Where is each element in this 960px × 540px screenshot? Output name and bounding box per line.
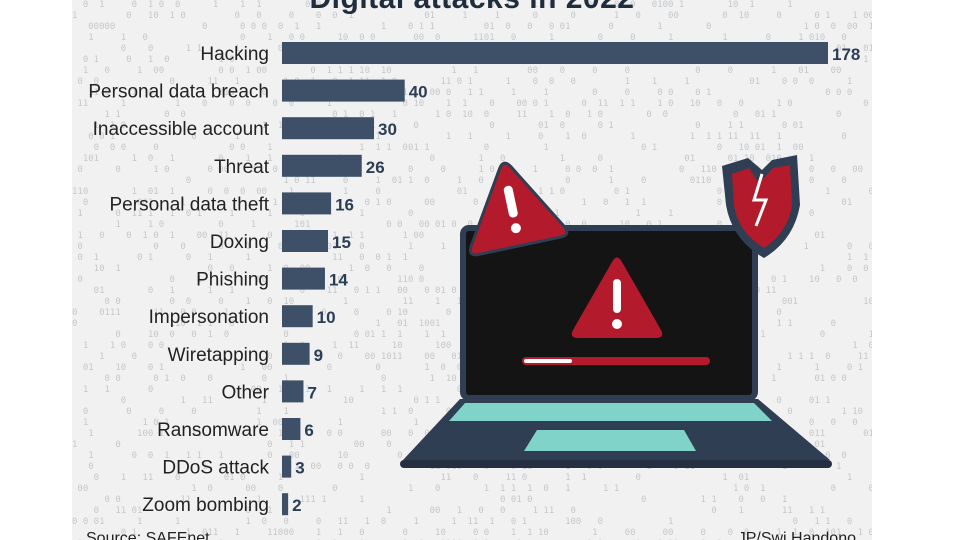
progress-fill [524, 359, 572, 363]
bar [282, 342, 310, 365]
bar [282, 380, 304, 403]
category-label: DDoS attack [162, 458, 269, 479]
category-label: Personal data theft [110, 194, 270, 215]
category-label: Ransomware [157, 420, 269, 441]
bar [282, 455, 292, 478]
category-label: Personal data breach [88, 82, 269, 103]
category-label: Doxing [210, 232, 269, 253]
category-label: Threat [214, 157, 270, 178]
credit-note: JP/Swi Handono [737, 530, 856, 540]
value-label: 2 [292, 496, 301, 515]
laptop-edge [400, 460, 832, 468]
value-label: 40 [409, 83, 428, 102]
chart-title: Digital attacks in 2022 [72, 0, 872, 16]
category-label: Phishing [196, 270, 269, 291]
bar [282, 79, 405, 102]
laptop-touchpad [524, 430, 696, 451]
value-label: 178 [832, 45, 860, 64]
warning-triangle-icon [571, 257, 663, 338]
value-label: 26 [366, 158, 385, 177]
value-label: 16 [335, 195, 354, 214]
category-label: Wiretapping [168, 345, 269, 366]
bar [282, 305, 313, 328]
bar [282, 267, 325, 290]
value-label: 3 [295, 459, 304, 478]
value-label: 30 [378, 120, 397, 139]
warning-triangle-icon [469, 161, 569, 257]
value-label: 10 [317, 308, 336, 327]
value-label: 9 [314, 346, 323, 365]
laptop-icon [400, 225, 832, 468]
laptop-keyboard [449, 403, 772, 421]
bar [282, 154, 362, 177]
broken-shield-icon [722, 155, 800, 258]
bar [282, 493, 289, 516]
value-label: 6 [304, 421, 313, 440]
bar [282, 117, 375, 140]
value-label: 14 [329, 271, 348, 290]
category-label: Other [221, 382, 269, 403]
alert-illustration [400, 155, 832, 468]
bars-layer: Hacking 178 Personal data breach 40 Inaccess… [88, 42, 860, 516]
bar [282, 42, 828, 64]
category-label: Impersonation [149, 307, 269, 328]
value-label: 15 [332, 233, 351, 252]
value-label: 7 [307, 383, 316, 402]
bar-chart: Hacking 178 Personal data breach 40 Inaccess… [88, 42, 860, 516]
bar [282, 230, 329, 252]
category-label: Hacking [200, 44, 269, 65]
source-note: Source: SAFEnet [86, 530, 210, 540]
category-label: Inaccessible account [93, 119, 270, 140]
bar [282, 192, 332, 215]
bar [282, 418, 301, 440]
category-label: Zoom bombing [142, 495, 269, 516]
infographic-panel: 0 1 0 1 0 0 1 1 1 0 0 0 0 0 1 1 0 00 00 … [72, 0, 872, 540]
